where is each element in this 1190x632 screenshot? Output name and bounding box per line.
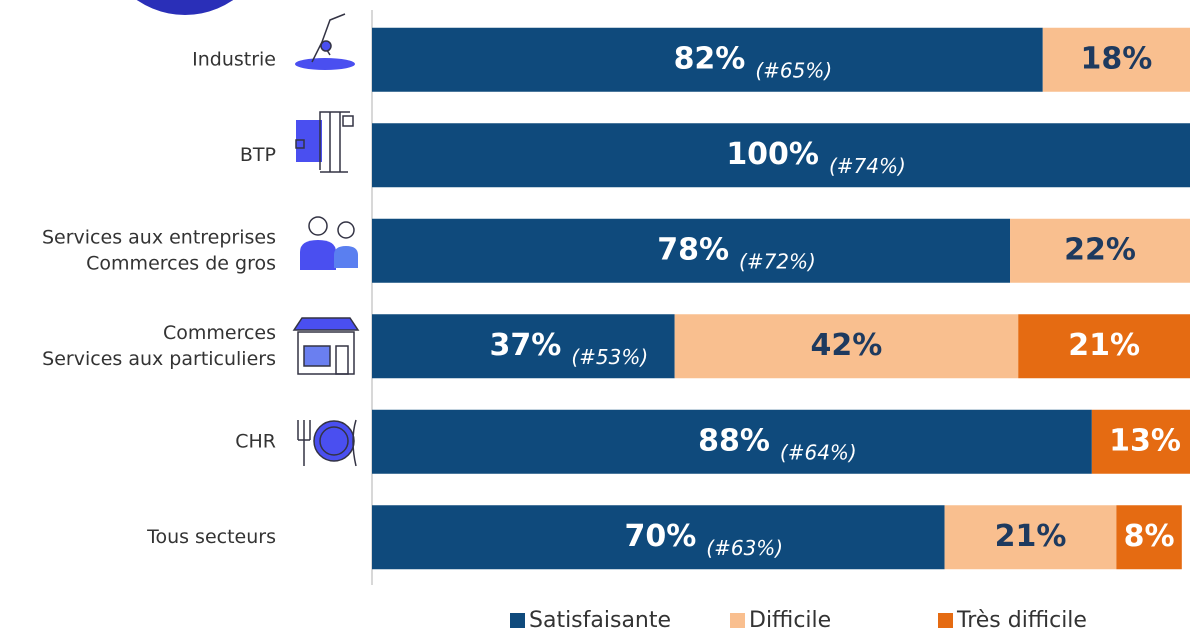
value-label: 88% [698,423,770,458]
value-label: 42% [811,328,883,363]
bar-segment [372,123,1190,188]
annotation: (#72%) [739,249,816,273]
legend-swatch [730,613,745,628]
category-label: Industrie [192,48,276,70]
value-label: 100% [726,137,819,172]
annotation: (#53%) [571,345,648,369]
category-label: Tous secteurs [146,526,276,548]
value-label: 18% [1080,41,1152,76]
value-label: 13% [1109,423,1181,458]
annotation: (#64%) [780,440,857,464]
bar-segment [1116,505,1182,570]
legend-swatch [938,613,953,628]
bar-segment [1010,218,1190,283]
bar-segment [1018,314,1190,379]
bar-segment [674,314,1019,379]
bar-segment [1091,409,1190,474]
category-label: BTP [240,144,276,166]
bar-segment [372,409,1092,474]
bar-segment [944,505,1117,570]
value-label: 22% [1064,232,1136,267]
annotation: (#74%) [829,154,906,178]
bar-segment [1042,27,1190,92]
icons [292,13,360,467]
legend-label: Difficile [749,608,831,632]
bar-segment [372,314,675,379]
value-label: 21% [1068,328,1140,363]
value-label: 8% [1124,519,1175,554]
value-label: 21% [995,519,1067,554]
category-label: CHR [235,430,276,452]
annotation: (#63%) [706,536,783,560]
legend-swatch [510,613,525,628]
value-label: 37% [490,328,562,363]
legend-label: Satisfaisante [529,608,671,632]
legend: Satisfaisante Difficile Très difficile [510,608,1087,632]
bar-segment [372,27,1043,92]
value-label: 70% [624,519,696,554]
decor-circle [136,0,234,15]
legend-label: Très difficile [956,608,1087,632]
category-label: Services aux particuliers [42,348,276,370]
annotation: (#65%) [755,58,832,82]
bar-segment [372,218,1011,283]
category-label: Commerces [163,322,276,344]
category-label: Services aux entreprises [42,226,276,248]
category-label: Commerces de gros [86,252,276,274]
bar-segment [372,505,945,570]
value-label: 78% [657,232,729,267]
value-label: 82% [674,41,746,76]
